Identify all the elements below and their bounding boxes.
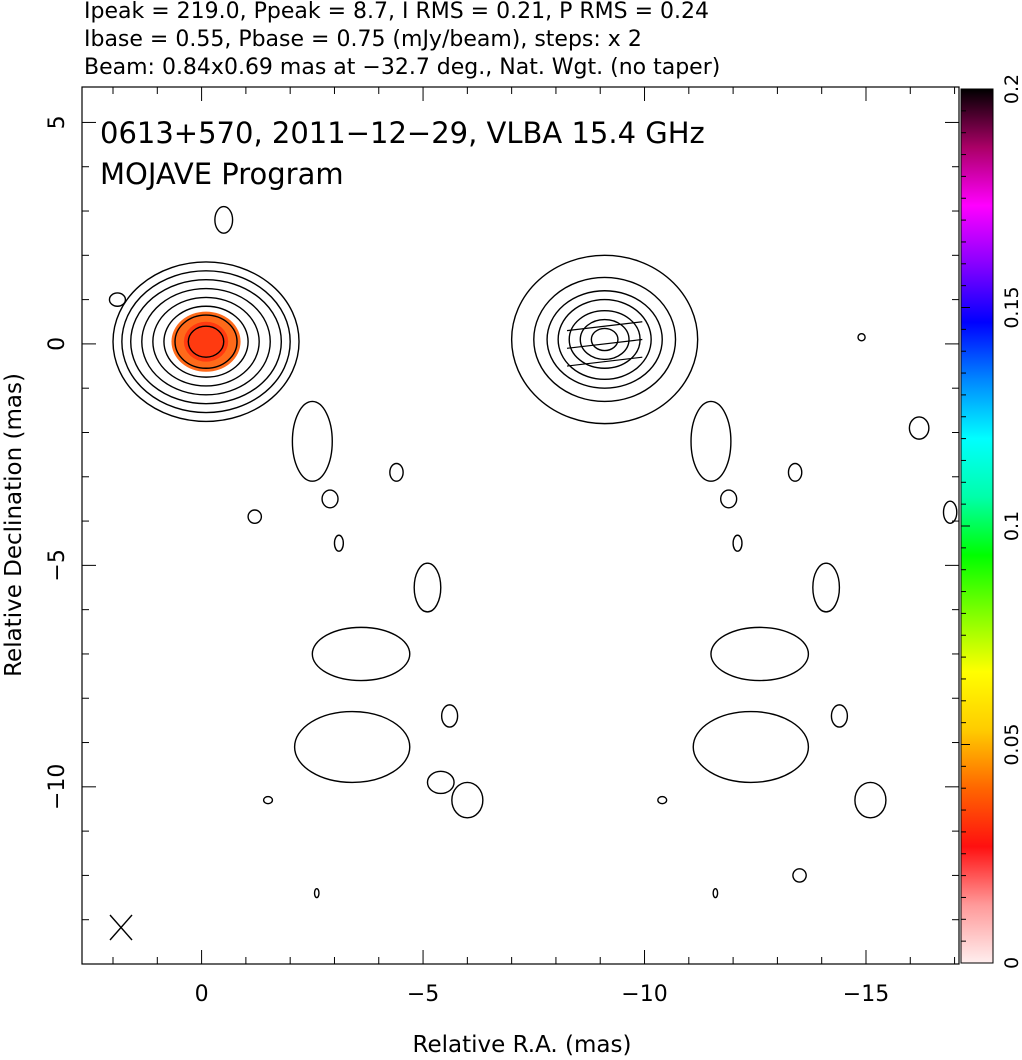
x-tick-label: −15 (843, 982, 889, 1007)
plot-title: 0613+570, 2011−12−29, VLBA 15.4 GHz (100, 116, 705, 150)
intensity-contour (451, 781, 484, 819)
intensity-contour (426, 770, 455, 795)
colorbar-tick-label: 0.2 (1001, 74, 1022, 104)
intensity-contour (214, 205, 234, 234)
intensity-contour (313, 888, 320, 899)
header-line-2: Ibase = 0.55, Pbase = 0.75 (mJy/beam), s… (84, 27, 642, 52)
y-tick-label: −10 (45, 764, 70, 810)
polarization-core-contour (533, 276, 677, 403)
intensity-contour (389, 462, 404, 482)
intensity-core-contour (163, 305, 249, 378)
polarization-contour (690, 400, 732, 482)
intensity-contour (247, 509, 263, 524)
polarization-contour (830, 704, 849, 728)
evpa-tick (566, 356, 643, 367)
x-tick-label: −10 (621, 982, 667, 1007)
evpa-tick (566, 321, 643, 332)
y-axis-label: Relative Declination (mas) (1, 373, 27, 677)
polarization-core-contour (557, 298, 652, 381)
polarization-contour (692, 710, 810, 784)
intensity-contour (293, 710, 411, 784)
contour-layer (108, 205, 958, 899)
x-axis-ticks: 0 −5 −10 −15 (112, 87, 956, 1007)
polarization-contour (710, 626, 810, 682)
colorbar-tick-label: 0.15 (1001, 286, 1022, 328)
plot-subtitle: MOJAVE Program (100, 157, 344, 191)
polarization-contour (712, 888, 719, 899)
intensity-core-contour (174, 314, 238, 369)
polarization-contour (942, 500, 958, 524)
polarization-contour (908, 416, 930, 440)
intensity-contour (333, 534, 345, 552)
polarization-core-contour (579, 318, 630, 361)
intensity-contour (321, 489, 339, 509)
intensity-core-contour (152, 296, 260, 387)
plot-frame (81, 86, 960, 965)
polarization-contour (657, 795, 668, 805)
x-tick-label: 0 (195, 982, 209, 1007)
beam-marker (109, 914, 133, 941)
intensity-core-contour (121, 270, 291, 414)
x-axis-label: Relative R.A. (mas) (413, 1032, 632, 1058)
intensity-contour (291, 400, 333, 482)
colorbar-tick-label: 0.05 (1001, 723, 1022, 765)
y-tick-label: 5 (45, 115, 70, 129)
polarization-contour (787, 462, 803, 482)
polarization-contour (732, 534, 743, 552)
polarization-contour (720, 489, 738, 509)
polarization-contour (854, 781, 887, 819)
intensity-contour (108, 292, 127, 307)
intensity-color-core (183, 321, 229, 362)
polarization-core-contour (546, 290, 663, 389)
y-tick-label: 0 (45, 337, 70, 351)
intensity-core-contour (141, 287, 271, 396)
intensity-core-contour (112, 261, 300, 423)
header-line-1: Ipeak = 219.0, Ppeak = 8.7, I RMS = 0.21… (84, 0, 709, 24)
intensity-contour (440, 704, 459, 728)
y-axis-ticks: 5 0 −5 −10 (45, 115, 959, 965)
evpa-tick (566, 338, 643, 349)
intensity-contour (262, 795, 274, 805)
polarization-contour (812, 562, 841, 613)
colorbar-tick-label: 0 (1001, 957, 1022, 969)
polarization-core-contour (510, 254, 699, 425)
x-tick-label: −5 (407, 982, 439, 1007)
intensity-contour (413, 562, 442, 613)
header-line-3: Beam: 0.84x0.69 mas at −32.7 deg., Nat. … (84, 55, 720, 80)
polarization-core-contour (590, 327, 619, 352)
intensity-contour (311, 626, 411, 682)
colorbar-ticks: 0 0.05 0.1 0.15 0.2 (961, 74, 1022, 969)
colorbar-tick-label: 0.1 (1001, 511, 1022, 541)
intensity-core-contour (130, 278, 283, 405)
intensity-core-contour (187, 325, 225, 358)
y-tick-label: −5 (45, 549, 70, 581)
polarization-contour (792, 868, 807, 883)
polarization-contour (857, 333, 866, 342)
